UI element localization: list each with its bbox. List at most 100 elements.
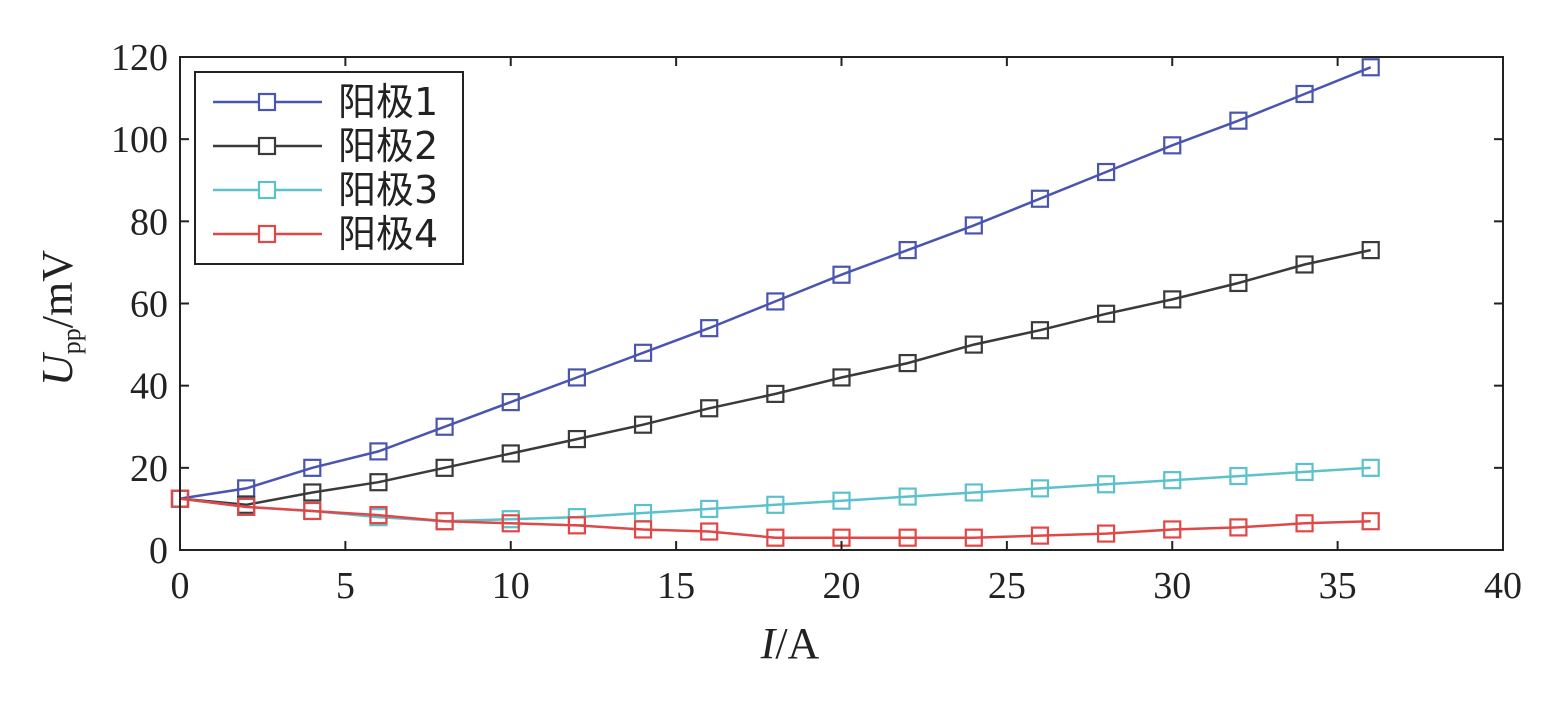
data-point [766, 495, 785, 514]
legend-item-2: 阳极2 [213, 124, 438, 168]
y-axis-sub: pp [57, 328, 86, 354]
data-point [1295, 462, 1314, 482]
data-point [766, 384, 785, 403]
x-tick-label: 40 [1484, 565, 1522, 607]
data-point [501, 393, 520, 412]
x-tick-label: 20 [823, 565, 861, 607]
data-point [1229, 518, 1248, 537]
y-axis-sep: / [33, 315, 82, 328]
series-4 [170, 489, 1380, 547]
x-axis-unit: A [788, 619, 820, 668]
data-point [435, 458, 454, 477]
data-point [1163, 290, 1182, 309]
legend-marker [257, 136, 277, 156]
data-point [964, 216, 983, 235]
data-point [303, 483, 322, 502]
legend-item-1: 阳极1 [213, 80, 438, 124]
series-line [179, 466, 1371, 523]
data-point [633, 520, 653, 539]
data-point [766, 528, 785, 547]
legend-marker [257, 180, 277, 200]
data-point [369, 505, 388, 525]
x-tick-label: 30 [1153, 565, 1191, 607]
series-layer [170, 58, 1380, 547]
legend-box [194, 71, 464, 265]
data-point [700, 319, 719, 338]
y-tick-label: 0 [149, 530, 168, 572]
series-2 [170, 240, 1380, 514]
series-1 [170, 58, 1380, 508]
data-point [1295, 255, 1314, 274]
data-point [832, 368, 851, 387]
x-axis-label: I/A [760, 619, 820, 668]
legend-item-4: 阳极4 [213, 212, 438, 256]
data-point [898, 487, 917, 506]
data-point [303, 501, 322, 521]
data-point [1096, 304, 1116, 323]
y-tick-label: 20 [130, 448, 168, 490]
data-point [1361, 58, 1380, 77]
y-axis-label: Upp/mV [33, 250, 86, 386]
y-axis-unit: mV [33, 250, 82, 316]
data-point [898, 240, 917, 260]
data-point [501, 444, 520, 463]
legend-label: 阳极3 [338, 168, 438, 212]
y-axis-var: U [33, 351, 82, 386]
x-axis-sep: / [775, 619, 788, 668]
data-point [1096, 475, 1116, 494]
axes [179, 56, 1504, 551]
data-point [303, 458, 322, 477]
data-point [700, 522, 719, 541]
data-point [567, 368, 587, 387]
x-tick-label: 35 [1319, 565, 1357, 607]
x-tick-label: 25 [988, 565, 1026, 607]
data-point [435, 512, 454, 531]
data-point [1030, 526, 1050, 545]
legend-item-3: 阳极3 [213, 168, 438, 212]
data-point [1361, 512, 1380, 531]
data-point [1295, 84, 1314, 104]
data-point [832, 491, 851, 510]
y-tick-label: 120 [111, 37, 168, 79]
series-3 [170, 458, 1380, 531]
data-point [567, 516, 587, 535]
data-point [964, 483, 983, 502]
data-point [964, 528, 983, 547]
legend-marker [257, 224, 277, 244]
data-point [898, 528, 917, 547]
data-point [1096, 524, 1116, 543]
data-point [700, 399, 719, 418]
data-point [766, 292, 785, 311]
legend-label: 阳极1 [338, 80, 438, 124]
series-line [179, 66, 1372, 500]
series-line [179, 497, 1371, 539]
x-tick-label: 10 [492, 565, 530, 607]
data-point [1030, 189, 1050, 208]
data-point [633, 415, 653, 434]
data-point [1229, 466, 1248, 486]
legend-label: 阳极2 [338, 124, 438, 168]
data-point [633, 343, 653, 362]
series-line [179, 248, 1371, 507]
data-point [1361, 240, 1380, 260]
x-tick-label: 0 [171, 565, 190, 607]
data-point [1361, 458, 1380, 477]
y-tick-label: 60 [130, 284, 168, 326]
legend-marker [257, 92, 277, 112]
data-point [700, 499, 719, 519]
y-tick-label: 100 [111, 119, 168, 161]
data-point [898, 353, 917, 373]
data-point [1229, 111, 1248, 130]
data-point [567, 429, 587, 449]
data-point [832, 265, 851, 284]
data-point [1163, 471, 1182, 490]
tick-labels: 0 5 10 15 20 25 30 35 40 0 20 40 60 80 100 120 [111, 37, 1522, 607]
y-tick-label: 80 [130, 201, 168, 243]
data-point [964, 335, 983, 354]
data-point [1163, 136, 1182, 155]
data-point [1229, 273, 1248, 293]
x-tick-label: 5 [336, 565, 355, 607]
